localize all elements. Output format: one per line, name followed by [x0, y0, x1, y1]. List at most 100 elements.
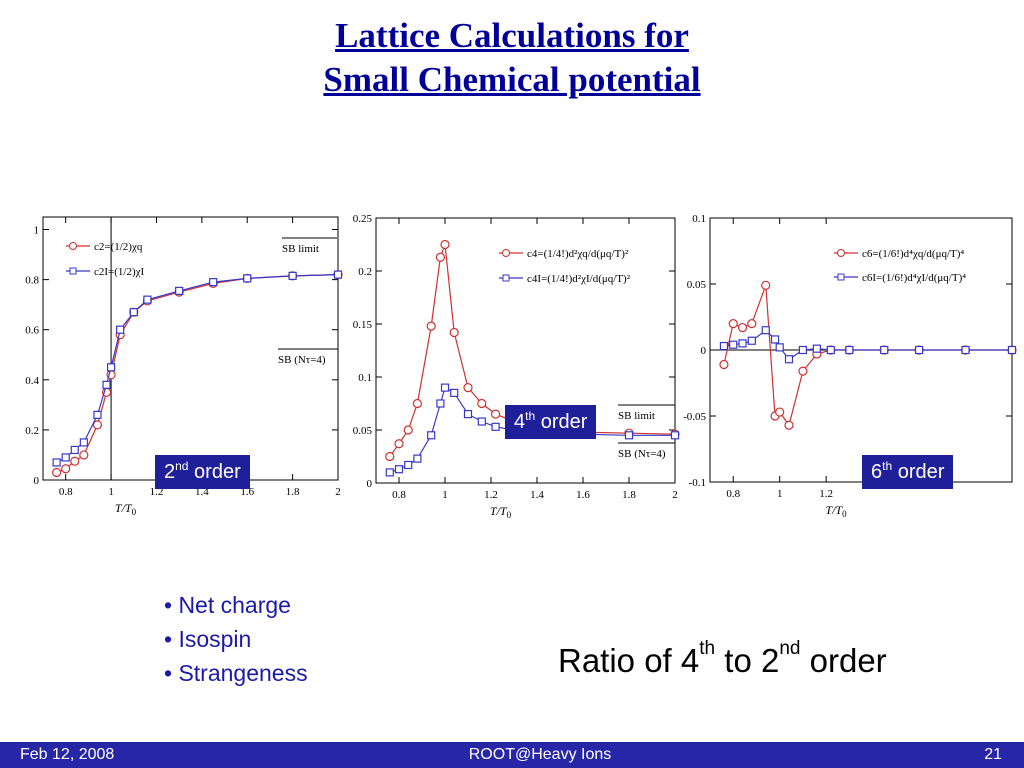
data-point — [477, 417, 486, 426]
x-axis-label: T/T0 — [825, 503, 847, 519]
data-point — [737, 322, 748, 333]
data-point — [106, 363, 116, 372]
y-tick-label: 0.4 — [25, 375, 39, 387]
data-point — [333, 270, 343, 279]
x-tick-label: 1 — [777, 488, 783, 500]
y-tick-label: -0.05 — [683, 411, 706, 423]
data-point — [209, 278, 218, 287]
data-point — [775, 343, 784, 352]
data-point — [243, 274, 252, 283]
data-point — [845, 345, 854, 355]
legend-marker — [502, 274, 510, 282]
data-point — [738, 339, 747, 348]
y-tick-label: 0.2 — [25, 425, 39, 437]
legend-label: c2I=(1/2)χI — [94, 266, 145, 278]
data-point — [491, 409, 501, 419]
data-point — [394, 465, 404, 474]
data-point — [747, 319, 757, 329]
title-line-2: Small Chemical potential — [323, 60, 701, 99]
x-tick-label: 0.8 — [59, 486, 73, 498]
series-line-red — [56, 274, 339, 474]
plot-frame — [375, 217, 676, 484]
footer-page-number: 21 — [984, 746, 1002, 763]
data-point — [670, 431, 680, 440]
y-tick-label: 0.2 — [358, 266, 372, 278]
x-tick-label: 1.2 — [150, 486, 164, 498]
x-axis-label-sub: 0 — [842, 509, 847, 519]
legend-marker — [69, 267, 77, 275]
data-point — [79, 438, 88, 447]
data-point — [880, 345, 889, 355]
data-point — [288, 271, 297, 280]
data-point — [427, 431, 436, 440]
x-tick-label: 1.4 — [530, 489, 544, 501]
data-point — [143, 295, 152, 304]
sb-annotation: SB (Nτ=4) — [618, 448, 666, 460]
x-axis-label: T/T0 — [490, 504, 512, 520]
y-tick-label: 0.15 — [353, 319, 373, 331]
data-point — [412, 398, 422, 409]
data-point — [770, 335, 780, 344]
data-point — [394, 439, 404, 449]
x-tick-label: 0.8 — [392, 489, 406, 501]
x-tick-label: 1 — [442, 489, 448, 501]
y-tick-label: 0 — [367, 478, 373, 490]
data-point — [116, 325, 125, 334]
bullet-list: • Net charge • Isospin • Strangeness — [164, 588, 308, 690]
data-point — [385, 468, 394, 477]
label-2nd-order: 2nd order — [155, 455, 250, 489]
chart-2: 0.8 1 1.2 1.4 1.6 1.8 2 0 0.05 0.1 0.15 0.2 0.25 T/T0… — [353, 213, 680, 520]
data-point — [463, 383, 473, 393]
y-tick-label: 0.1 — [358, 372, 372, 384]
data-point — [761, 280, 771, 290]
x-tick-label: 1.6 — [576, 489, 590, 501]
data-point — [175, 286, 184, 295]
label-4th-order: 4th order — [505, 405, 597, 439]
y-tick-label: 0.6 — [25, 325, 39, 337]
x-tick-label: 2 — [672, 489, 678, 501]
slide-title: Lattice Calculations for Small Chemical … — [0, 14, 1024, 102]
footer-bar: Feb 12, 2008 ROOT@Heavy Ions 21 — [0, 742, 1024, 768]
x-tick-label: 1.2 — [484, 489, 498, 501]
data-point — [70, 456, 80, 466]
data-point — [413, 454, 422, 463]
sb-annotation: SB limit — [618, 410, 655, 422]
x-tick-label: 1.8 — [622, 489, 636, 501]
data-point — [449, 327, 459, 338]
data-point — [426, 321, 436, 331]
legend-label: c2=(1/2)χq — [94, 241, 143, 253]
data-point — [784, 355, 794, 364]
y-tick-label: 0.8 — [25, 275, 39, 287]
data-point — [129, 308, 138, 317]
data-point — [93, 410, 102, 419]
data-point — [450, 388, 459, 397]
data-point — [436, 399, 445, 408]
x-axis-label-sub: 0 — [507, 510, 512, 520]
data-point — [52, 467, 62, 478]
data-point — [719, 359, 729, 370]
data-point — [477, 398, 487, 409]
legend-label: c6=(1/6!)d⁴χq/d(μq/T)⁴ — [862, 248, 964, 260]
title-line-1: Lattice Calculations for — [335, 16, 689, 55]
legend-marker — [837, 249, 845, 257]
data-point — [491, 422, 500, 431]
legend-marker — [837, 273, 845, 281]
x-tick-label: 1.8 — [286, 486, 300, 498]
data-point — [914, 345, 924, 355]
data-point — [463, 410, 473, 419]
x-tick-label: 2 — [335, 486, 341, 498]
data-point — [826, 345, 835, 355]
legend-marker — [502, 249, 510, 257]
legend-marker — [69, 242, 77, 250]
y-tick-label: 0.05 — [353, 425, 373, 437]
data-point — [52, 458, 61, 467]
data-point — [798, 345, 808, 355]
data-point — [798, 366, 808, 376]
y-tick-label: 0.1 — [692, 213, 706, 225]
data-point — [747, 336, 756, 345]
data-point — [92, 420, 103, 430]
data-point — [961, 345, 970, 355]
chart-3: 0.8 1 1.2 -0.1 -0.05 0 0.05 0.1 T/T0 c6=(1/6!)d⁴χ… — [683, 213, 1017, 519]
charts-canvas: 0.8 1 1.2 1.4 1.6 1.8 2 0 0.2 0.4 0.6 0.8 1 T/T0 SB li… — [25, 213, 1017, 520]
legend-label: c6I=(1/6!)d⁴χI/d(μq/T)⁴ — [862, 272, 966, 284]
